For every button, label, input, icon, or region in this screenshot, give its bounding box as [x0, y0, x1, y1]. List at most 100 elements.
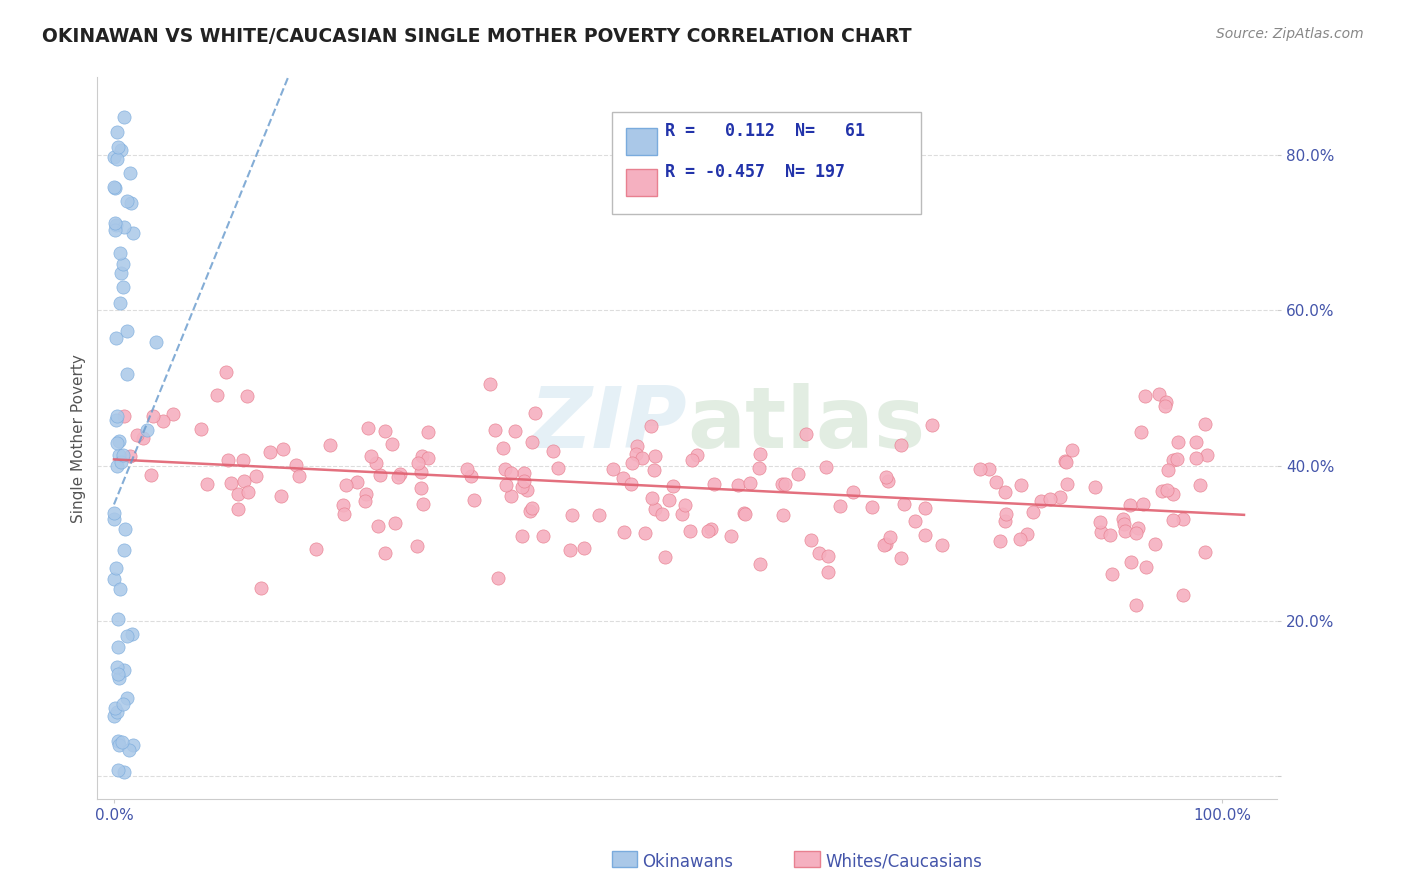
- Point: [875, 537, 897, 551]
- Point: [219, 476, 242, 491]
- Point: [387, 470, 409, 484]
- Point: [236, 485, 259, 500]
- Point: [671, 507, 693, 521]
- Point: [775, 477, 797, 491]
- Point: [1166, 452, 1188, 467]
- Point: [460, 469, 482, 483]
- Point: [1156, 395, 1178, 409]
- Point: [977, 462, 1000, 476]
- Point: [236, 389, 259, 403]
- Point: [104, 330, 127, 344]
- Point: [1008, 533, 1031, 547]
- Point: [890, 550, 912, 565]
- Point: [121, 738, 143, 752]
- Point: [503, 424, 526, 438]
- Point: [205, 388, 228, 402]
- Point: [478, 377, 501, 392]
- Point: [738, 475, 761, 490]
- Point: [107, 640, 129, 654]
- Point: [842, 484, 865, 499]
- Point: [103, 709, 125, 723]
- Point: [800, 533, 823, 547]
- Point: [245, 469, 267, 483]
- Point: [512, 480, 534, 494]
- Point: [984, 475, 1007, 490]
- Point: [271, 442, 294, 457]
- Point: [644, 449, 666, 463]
- Point: [904, 514, 927, 528]
- Point: [1194, 545, 1216, 559]
- Point: [1161, 486, 1184, 500]
- Point: [673, 498, 696, 512]
- Point: [463, 493, 485, 508]
- Point: [104, 223, 127, 237]
- Text: Source: ZipAtlas.com: Source: ZipAtlas.com: [1216, 27, 1364, 41]
- Point: [107, 666, 129, 681]
- Point: [612, 470, 634, 484]
- Point: [145, 335, 167, 350]
- Point: [1194, 417, 1216, 431]
- Point: [1101, 567, 1123, 582]
- Point: [807, 546, 830, 560]
- Point: [727, 478, 749, 492]
- Point: [215, 366, 238, 380]
- Point: [103, 512, 125, 526]
- Point: [319, 437, 342, 451]
- Point: [384, 516, 406, 530]
- Point: [104, 560, 127, 574]
- Point: [681, 452, 703, 467]
- Point: [1156, 483, 1178, 497]
- Point: [1114, 517, 1136, 532]
- Point: [108, 449, 131, 463]
- Point: [700, 522, 723, 536]
- Point: [105, 705, 128, 719]
- Y-axis label: Single Mother Poverty: Single Mother Poverty: [72, 354, 86, 523]
- Point: [1062, 442, 1084, 457]
- Point: [416, 425, 439, 439]
- Point: [686, 448, 709, 462]
- Point: [749, 557, 772, 571]
- Point: [114, 522, 136, 536]
- Point: [875, 470, 897, 484]
- Point: [112, 542, 135, 557]
- Point: [651, 507, 673, 521]
- Point: [353, 493, 375, 508]
- Point: [115, 194, 138, 208]
- Point: [520, 500, 543, 515]
- Text: Okinawans: Okinawans: [643, 853, 734, 871]
- Point: [374, 424, 396, 438]
- Point: [748, 460, 770, 475]
- Point: [786, 467, 808, 482]
- Point: [994, 507, 1017, 521]
- Point: [103, 150, 125, 164]
- Point: [994, 485, 1017, 500]
- Point: [110, 266, 132, 280]
- Point: [110, 455, 132, 469]
- Point: [366, 456, 388, 470]
- Text: Whites/Caucasians: Whites/Caucasians: [825, 853, 983, 871]
- Point: [541, 444, 564, 458]
- Point: [125, 427, 148, 442]
- Point: [969, 462, 991, 476]
- Point: [1017, 527, 1039, 541]
- Point: [561, 508, 583, 522]
- Point: [110, 245, 132, 260]
- Point: [406, 456, 429, 470]
- Point: [105, 409, 128, 423]
- Point: [1022, 505, 1045, 519]
- Point: [522, 434, 544, 449]
- Point: [1054, 455, 1077, 469]
- Point: [524, 406, 547, 420]
- Point: [120, 195, 142, 210]
- Point: [1119, 498, 1142, 512]
- Point: [1143, 537, 1166, 551]
- Point: [512, 466, 534, 480]
- Point: [112, 280, 135, 294]
- Point: [115, 367, 138, 381]
- Point: [1130, 425, 1153, 439]
- Point: [626, 439, 648, 453]
- Point: [374, 546, 396, 560]
- Point: [643, 463, 665, 477]
- Point: [105, 459, 128, 474]
- Point: [499, 466, 522, 480]
